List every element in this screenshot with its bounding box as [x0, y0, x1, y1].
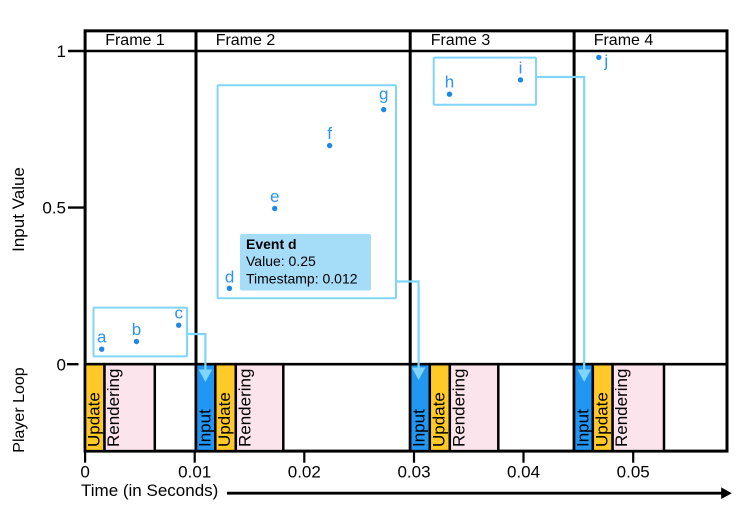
svg-text:Frame 1: Frame 1	[105, 32, 165, 49]
svg-text:Rendering: Rendering	[449, 369, 468, 447]
svg-text:Event d: Event d	[246, 236, 297, 252]
svg-text:0.05: 0.05	[617, 463, 650, 482]
svg-text:1: 1	[57, 42, 66, 61]
svg-text:Value: 0.25: Value: 0.25	[246, 253, 316, 269]
svg-text:Frame 3: Frame 3	[431, 32, 491, 49]
svg-text:Input: Input	[410, 409, 429, 447]
svg-text:Update: Update	[592, 392, 611, 447]
svg-text:Input: Input	[574, 409, 593, 447]
svg-text:g: g	[379, 85, 388, 104]
svg-text:d: d	[225, 268, 234, 287]
svg-text:c: c	[174, 304, 183, 323]
svg-text:f: f	[327, 124, 332, 143]
svg-text:i: i	[519, 58, 523, 77]
svg-text:Input: Input	[196, 409, 215, 447]
svg-text:Rendering: Rendering	[104, 369, 123, 447]
svg-text:0.04: 0.04	[507, 463, 540, 482]
svg-text:h: h	[445, 73, 454, 92]
svg-text:Rendering: Rendering	[235, 369, 254, 447]
svg-text:0.02: 0.02	[288, 463, 321, 482]
svg-text:Update: Update	[429, 392, 448, 447]
svg-text:Update: Update	[215, 392, 234, 447]
svg-text:Player Loop: Player Loop	[11, 367, 28, 452]
svg-text:Update: Update	[85, 392, 104, 447]
svg-text:e: e	[270, 187, 279, 206]
svg-text:0: 0	[57, 355, 66, 374]
svg-text:b: b	[132, 320, 141, 339]
svg-text:a: a	[97, 328, 107, 347]
svg-text:j: j	[603, 52, 608, 71]
svg-text:0.5: 0.5	[42, 199, 66, 218]
svg-text:0: 0	[80, 463, 89, 482]
svg-text:Rendering: Rendering	[612, 369, 631, 447]
svg-text:Timestamp: 0.012: Timestamp: 0.012	[246, 270, 358, 286]
svg-text:0.03: 0.03	[397, 463, 430, 482]
svg-text:Input Value: Input Value	[9, 167, 28, 252]
svg-text:Time (in Seconds): Time (in Seconds)	[81, 481, 218, 500]
svg-text:0.01: 0.01	[178, 463, 211, 482]
svg-text:Frame 4: Frame 4	[594, 32, 654, 49]
svg-text:Frame 2: Frame 2	[216, 32, 276, 49]
